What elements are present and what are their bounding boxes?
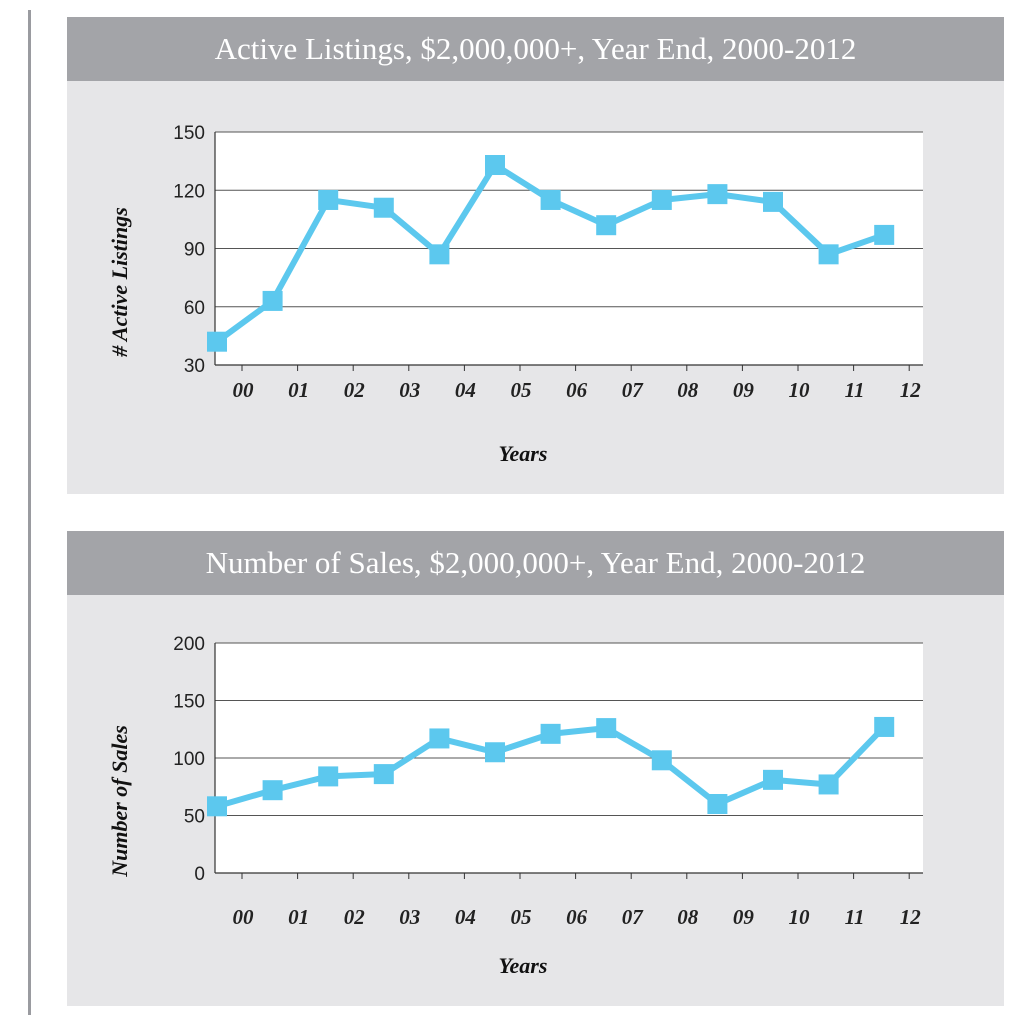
x-tick-label: 05 — [511, 378, 532, 402]
data-point-marker — [651, 189, 672, 210]
data-point-marker — [429, 728, 450, 749]
y-tick-label: 30 — [184, 356, 205, 377]
x-tick-label: 06 — [566, 905, 588, 929]
chart-title: Active Listings, $2,000,000+, Year End, … — [67, 17, 1004, 81]
x-tick-label: 12 — [900, 378, 922, 402]
data-point-marker — [207, 331, 227, 352]
x-tick-label: 08 — [677, 378, 699, 402]
y-axis-title: Number of Sales — [107, 725, 132, 878]
data-point-marker — [818, 774, 839, 795]
x-tick-label: 04 — [455, 378, 476, 402]
x-tick-label: 04 — [455, 905, 476, 929]
data-point-marker — [540, 189, 561, 210]
data-point-marker — [818, 244, 839, 265]
data-point-marker — [318, 766, 339, 787]
x-tick-label: 11 — [845, 378, 865, 402]
data-point-marker — [485, 742, 505, 763]
data-point-marker — [540, 723, 561, 744]
y-tick-label: 0 — [194, 864, 205, 885]
x-tick-label: 03 — [399, 378, 420, 402]
y-tick-label: 120 — [173, 181, 205, 202]
x-tick-label: 07 — [622, 905, 645, 929]
y-tick-label: 90 — [184, 240, 205, 261]
data-point-marker — [596, 718, 617, 739]
data-point-marker — [763, 769, 783, 790]
data-point-marker — [874, 224, 895, 245]
data-point-marker — [262, 780, 283, 801]
data-point-marker — [318, 189, 339, 210]
x-tick-label: 11 — [845, 905, 865, 929]
data-point-marker — [707, 184, 728, 205]
x-tick-label: 02 — [344, 905, 366, 929]
x-tick-label: 06 — [566, 378, 588, 402]
x-tick-label: 10 — [789, 378, 811, 402]
x-tick-label: 09 — [733, 378, 755, 402]
chart-title: Number of Sales, $2,000,000+, Year End, … — [67, 531, 1004, 595]
active-listings-panel: Active Listings, $2,000,000+, Year End, … — [67, 17, 1004, 494]
y-tick-label: 50 — [184, 807, 205, 828]
x-tick-label: 09 — [733, 905, 755, 929]
y-tick-label: 200 — [173, 634, 205, 655]
x-tick-label: 10 — [789, 905, 811, 929]
y-tick-label: 150 — [173, 692, 205, 713]
data-point-marker — [874, 716, 895, 737]
data-point-marker — [429, 244, 450, 265]
x-tick-label: 02 — [344, 378, 366, 402]
x-tick-label: 07 — [622, 378, 645, 402]
y-tick-label: 150 — [173, 123, 205, 144]
data-point-marker — [707, 794, 728, 814]
data-point-marker — [485, 155, 505, 176]
y-tick-label: 100 — [173, 749, 205, 770]
data-point-marker — [373, 764, 394, 785]
x-tick-label: 12 — [900, 905, 922, 929]
x-axis-title: Years — [499, 441, 548, 466]
x-tick-label: 00 — [233, 378, 255, 402]
x-tick-label: 08 — [677, 905, 699, 929]
data-point-marker — [262, 290, 283, 311]
y-axis-title: # Active Listings — [107, 207, 132, 358]
number-of-sales-panel: Number of Sales, $2,000,000+, Year End, … — [67, 531, 1004, 1006]
data-point-marker — [763, 191, 783, 212]
data-point-marker — [207, 796, 227, 817]
data-point-marker — [651, 750, 672, 771]
left-border-rule — [28, 10, 31, 1015]
x-tick-label: 01 — [288, 905, 309, 929]
x-tick-label: 00 — [233, 905, 255, 929]
x-axis-title: Years — [499, 953, 548, 978]
x-tick-label: 01 — [288, 378, 309, 402]
data-point-marker — [373, 197, 394, 218]
x-tick-label: 03 — [399, 905, 420, 929]
x-tick-label: 05 — [511, 905, 532, 929]
y-tick-label: 60 — [184, 298, 205, 319]
data-point-marker — [596, 215, 617, 236]
